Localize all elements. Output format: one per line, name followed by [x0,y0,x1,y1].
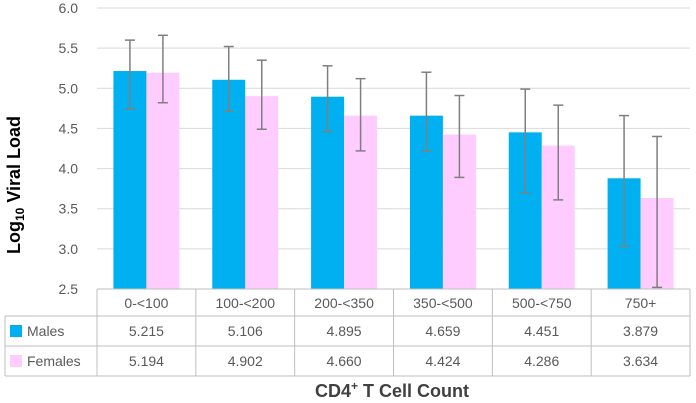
y-axis-label-rest: Viral Load [4,116,24,208]
error-bar-males [421,71,432,152]
y-tick-label: 3.0 [59,241,79,257]
table-cell-value: 4.895 [327,323,362,339]
error-bar-females [157,34,168,104]
table-cell-value: 4.286 [524,353,559,369]
table-cell-value: 4.660 [327,353,362,369]
y-tick-label: 3.5 [59,201,79,217]
legend-label-females: Females [27,353,81,369]
error-bar-males [124,39,135,110]
table-cell-value: 5.215 [129,323,164,339]
x-axis-label-main: CD4 [315,381,351,401]
table-cell-value: 3.879 [623,323,658,339]
error-bar-males [619,114,630,248]
bar-females [146,72,180,289]
table-cell-value: 4.659 [425,323,460,339]
x-axis-label-rest: T Cell Count [358,381,469,401]
bar-males [212,79,246,290]
y-axis-ticks: 2.5 3.0 3.5 4.0 4.5 5.0 5.5 6.0 [59,0,79,297]
x-axis-label-superscript: + [351,379,358,393]
error-bar-females [553,104,564,201]
y-axis-label: Log10 Viral Load [4,116,27,254]
error-bar-females [355,77,366,152]
error-bars [124,34,663,289]
x-tick-label: 100-<200 [215,295,275,311]
error-bar-females [454,94,465,179]
y-tick-label: 4.0 [59,161,79,177]
error-bar-males [520,88,531,194]
legend-swatch-females [10,355,22,367]
data-table: 0-<100 100-<200 200-<350 350-<500 500-<750 75… [4,288,691,377]
x-tick-label: 200-<350 [314,295,374,311]
x-tick-label: 500-<750 [512,295,572,311]
table-cell-value: 4.451 [524,323,559,339]
table-cell-value: 5.194 [129,353,164,369]
table-cell-value: 3.634 [623,353,658,369]
table-cell-value: 4.902 [228,353,263,369]
error-bar-females [256,59,267,130]
error-bar-males [223,45,234,112]
y-axis-label-main: Log [4,221,24,254]
x-tick-label: 750+ [625,295,657,311]
error-bar-females [652,135,663,289]
y-tick-label: 2.5 [59,281,79,297]
y-tick-label: 5.5 [59,40,79,56]
legend-swatch-males [10,325,22,337]
y-tick-label: 5.0 [59,80,79,96]
bar-series [113,71,674,290]
error-bar-males [322,65,333,133]
x-tick-label: 0-<100 [124,295,168,311]
table-cell-value: 5.106 [228,323,263,339]
y-axis-label-subscript: 10 [13,207,27,221]
y-tick-label: 6.0 [59,0,79,16]
gridlines [97,7,690,250]
table-cell-value: 4.424 [425,353,460,369]
legend-label-males: Males [27,323,64,339]
x-tick-label: 350-<500 [413,295,473,311]
x-axis-label: CD4+ T Cell Count [315,379,469,401]
y-tick-label: 4.5 [59,120,79,136]
